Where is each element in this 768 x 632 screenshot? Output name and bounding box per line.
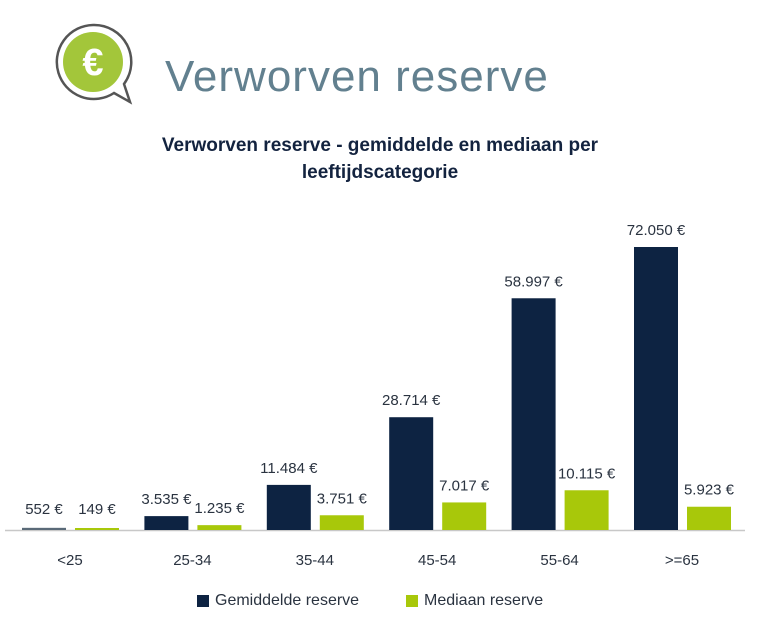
bar-gemiddelde bbox=[389, 417, 434, 530]
legend-label-gemiddelde: Gemiddelde reserve bbox=[215, 592, 360, 609]
bar-gemiddelde bbox=[634, 247, 678, 530]
bar-mediaan bbox=[75, 528, 119, 530]
data-label-mediaan: 5.923 € bbox=[684, 482, 735, 499]
bar-gemiddelde bbox=[511, 298, 556, 530]
legend-item-mediaan: Mediaan reserve bbox=[406, 592, 543, 610]
data-label-gemiddelde: 28.714 € bbox=[382, 392, 441, 409]
data-label-gemiddelde: 552 € bbox=[25, 501, 63, 518]
chart-title-line1: Verworven reserve - gemiddelde en mediaa… bbox=[161, 135, 599, 156]
data-label-gemiddelde: 11.484 € bbox=[260, 460, 318, 477]
chart-title-line2: leeftijdscategorie bbox=[301, 162, 459, 183]
legend-swatch-mediaan bbox=[406, 595, 418, 607]
data-label-mediaan: 1.235 € bbox=[194, 500, 245, 517]
data-label-mediaan: 149 € bbox=[78, 501, 116, 518]
legend-item-gemiddelde: Gemiddelde reserve bbox=[197, 592, 359, 610]
bar-mediaan bbox=[687, 506, 731, 530]
data-label-mediaan: 3.751 € bbox=[317, 490, 368, 507]
data-label-gemiddelde: 72.050 € bbox=[627, 222, 686, 239]
data-label-mediaan: 7.017 € bbox=[439, 477, 490, 494]
bar-gemiddelde bbox=[144, 516, 189, 530]
data-label-mediaan: 10.115 € bbox=[558, 465, 616, 482]
x-tick-label: >=65 bbox=[665, 552, 699, 569]
data-label-gemiddelde: 3.535 € bbox=[141, 491, 192, 508]
x-tick-label: 55-64 bbox=[540, 552, 578, 569]
bar-mediaan bbox=[319, 515, 364, 530]
chart-title: Verworven reserve - gemiddelde en mediaa… bbox=[100, 132, 660, 186]
x-tick-label: 25-34 bbox=[173, 552, 211, 569]
bar-gemiddelde bbox=[22, 527, 66, 530]
page-title: Verworven reserve bbox=[165, 52, 549, 101]
svg-text:€: € bbox=[82, 42, 103, 84]
x-tick-label: <25 bbox=[57, 552, 82, 569]
bar-mediaan bbox=[564, 490, 609, 530]
bar-mediaan bbox=[197, 525, 242, 530]
bar-mediaan bbox=[442, 502, 487, 530]
x-tick-label: 45-54 bbox=[418, 552, 456, 569]
bar-gemiddelde bbox=[266, 484, 311, 530]
legend-swatch-gemiddelde bbox=[197, 595, 209, 607]
x-tick-label: 35-44 bbox=[296, 552, 334, 569]
legend-label-mediaan: Mediaan reserve bbox=[424, 592, 544, 609]
data-label-gemiddelde: 58.997 € bbox=[504, 273, 563, 290]
euro-speech-bubble-icon: € bbox=[55, 23, 133, 105]
